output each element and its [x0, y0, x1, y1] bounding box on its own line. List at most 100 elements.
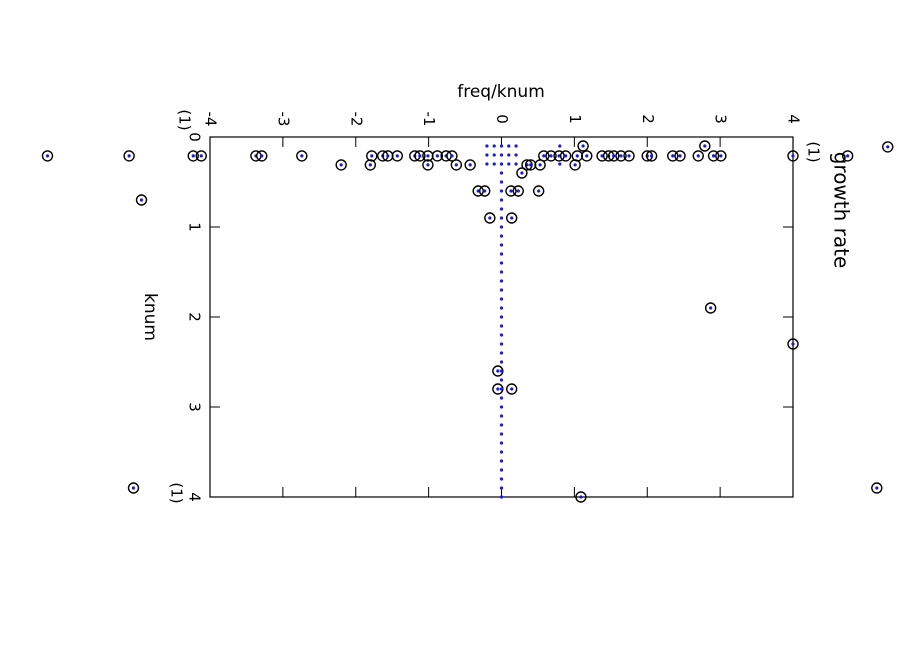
point — [187, 150, 199, 162]
x-tick-label: 0 — [493, 114, 511, 124]
point — [787, 338, 799, 350]
point — [485, 144, 489, 148]
y-axis-label: knum — [140, 293, 160, 341]
point — [127, 482, 140, 494]
point — [499, 279, 504, 283]
point — [431, 150, 444, 162]
point — [505, 185, 517, 197]
point — [577, 140, 589, 152]
point — [882, 141, 894, 153]
x-tick-label: 4 — [785, 114, 803, 124]
point — [704, 302, 717, 314]
y-tick-label: 4 — [186, 492, 204, 502]
point — [499, 423, 504, 427]
point — [575, 491, 587, 503]
point — [499, 144, 504, 148]
point — [514, 153, 518, 157]
point — [499, 180, 504, 184]
point — [559, 150, 572, 162]
point — [499, 198, 504, 202]
point — [484, 212, 496, 224]
point — [699, 140, 711, 152]
point — [499, 405, 504, 409]
point — [41, 150, 54, 162]
point — [581, 150, 593, 162]
point — [507, 162, 511, 166]
point — [499, 306, 504, 310]
point — [499, 189, 504, 193]
point — [516, 167, 528, 179]
x-tick-label: 3 — [712, 114, 730, 124]
point — [366, 150, 378, 162]
point — [499, 225, 504, 229]
point — [787, 150, 799, 162]
point — [707, 150, 720, 162]
point — [499, 387, 504, 391]
point — [464, 159, 476, 171]
point — [499, 477, 504, 481]
y2-axis-label: growth rate — [830, 152, 854, 269]
point — [674, 150, 686, 162]
point — [514, 162, 518, 166]
point — [446, 150, 458, 162]
x-axis-label: freq/knum — [457, 82, 545, 102]
point — [499, 432, 504, 436]
x-tick-label: -2 — [347, 112, 365, 127]
point — [492, 144, 496, 148]
point — [514, 144, 518, 148]
point — [715, 150, 727, 162]
point — [499, 153, 504, 157]
point — [571, 150, 583, 162]
x-tick-label: -4 — [202, 112, 220, 127]
point — [499, 261, 504, 265]
x-tick-label: 2 — [639, 114, 657, 124]
point — [499, 459, 504, 463]
point — [422, 159, 434, 171]
point — [499, 252, 504, 256]
point — [499, 414, 504, 418]
point — [499, 162, 504, 166]
point — [667, 150, 679, 162]
point — [499, 486, 504, 490]
point — [499, 216, 504, 220]
point — [335, 159, 347, 171]
point — [499, 369, 504, 373]
point — [479, 185, 491, 197]
point — [135, 194, 148, 206]
point — [499, 441, 504, 445]
point — [499, 342, 504, 346]
point — [499, 333, 504, 337]
point — [364, 159, 377, 171]
point — [532, 185, 545, 197]
point — [645, 150, 658, 162]
point — [507, 153, 511, 157]
point — [499, 171, 504, 175]
x-tick-label: 1 — [566, 114, 584, 124]
point — [871, 482, 883, 494]
point — [499, 324, 504, 328]
y-tick-label: 3 — [186, 402, 204, 412]
point — [506, 383, 518, 395]
point — [391, 150, 403, 162]
point — [608, 150, 620, 162]
point — [841, 150, 854, 162]
point — [615, 150, 627, 162]
point — [382, 150, 394, 162]
point — [499, 315, 504, 319]
unit-label: (1) — [176, 109, 194, 130]
point — [492, 162, 496, 166]
point — [512, 185, 524, 197]
point — [499, 495, 504, 499]
point — [558, 144, 562, 148]
point — [499, 351, 504, 355]
point — [195, 150, 207, 162]
point — [256, 150, 268, 162]
point — [499, 396, 504, 400]
point — [692, 150, 704, 162]
point — [623, 150, 635, 162]
point — [499, 450, 504, 454]
point — [450, 159, 463, 171]
unit-label: (1) — [805, 141, 823, 162]
point — [499, 297, 504, 301]
